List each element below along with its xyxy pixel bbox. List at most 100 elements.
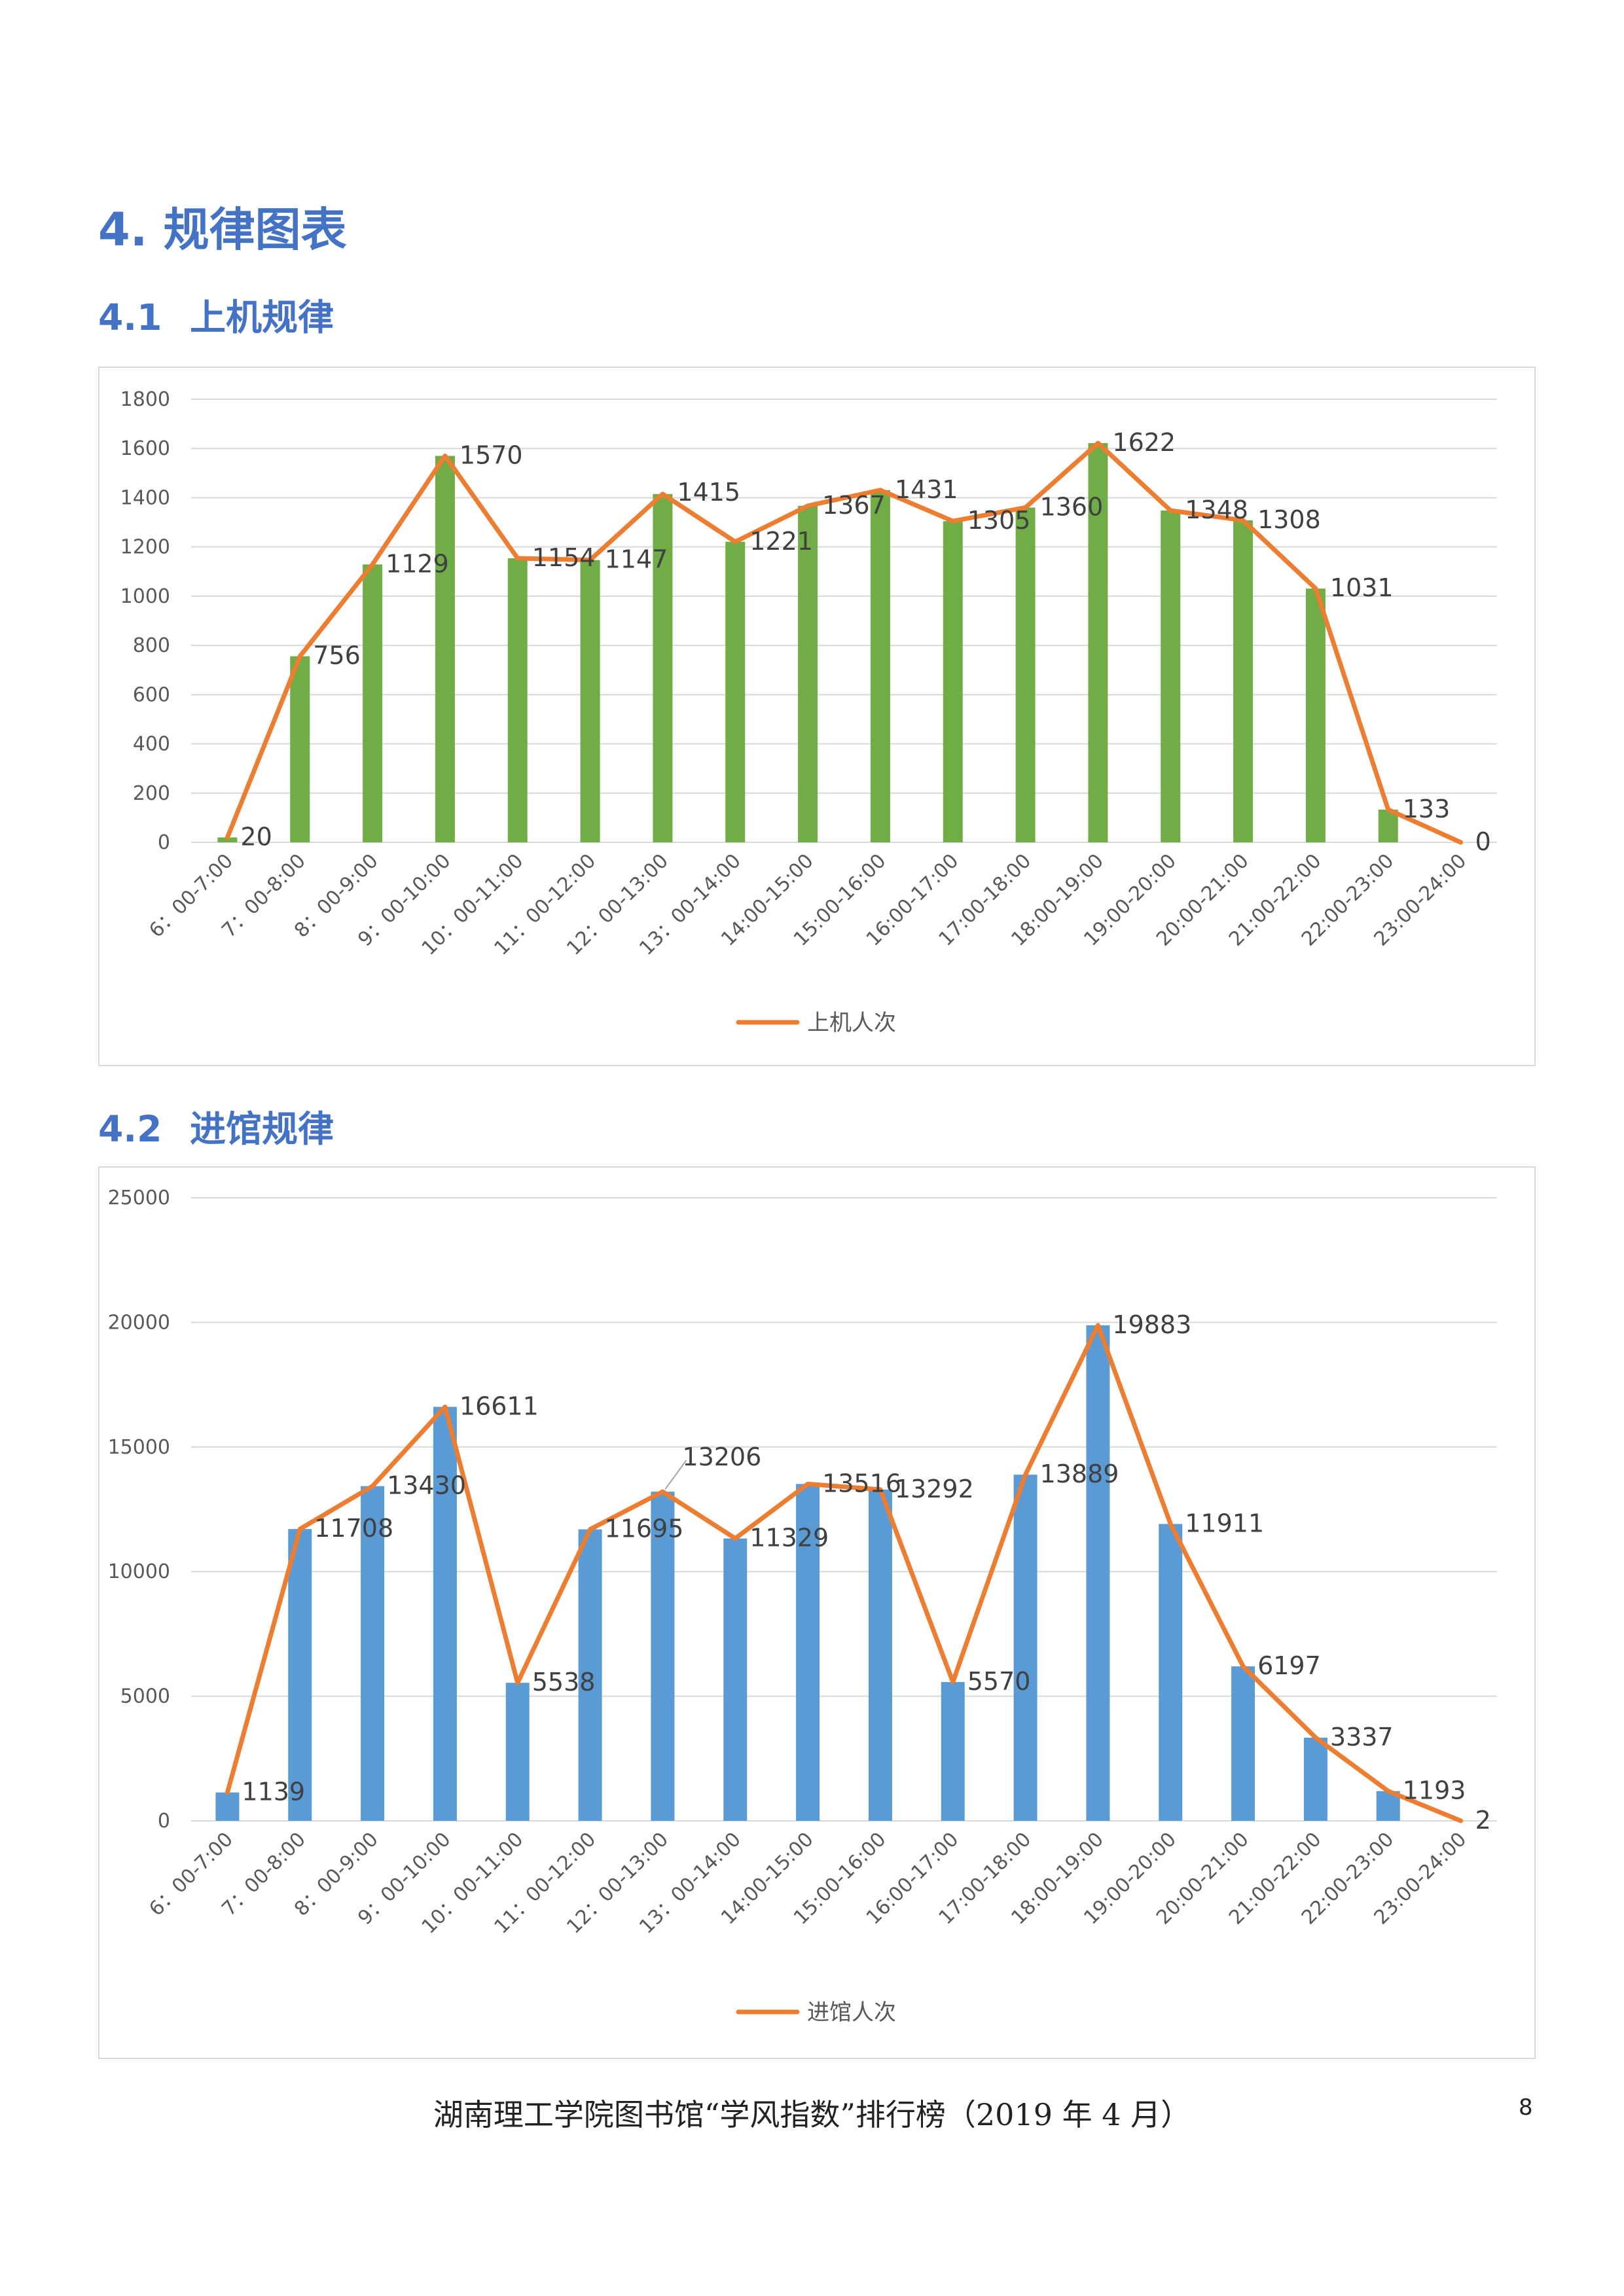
section-title: 4. 规律图表 [98,203,347,257]
data-label: 13430 [387,1471,466,1500]
y-tick-label: 200 [133,782,170,805]
data-label: 1415 [677,478,740,507]
data-label: 1129 [386,549,449,578]
data-label: 3337 [1330,1723,1394,1751]
chart-computer-usage: 0 200 400 600 800 1000 1200 1400 1600 1800 20 756 11… [98,367,1536,1066]
bar [505,1683,530,1821]
data-label: 13889 [1040,1460,1119,1488]
data-label: 20 [240,822,272,851]
data-label: 5538 [532,1668,596,1696]
bar [1161,511,1181,842]
data-label: 0 [1475,827,1491,856]
bar [1303,1737,1327,1821]
bar [217,837,238,842]
bar [798,505,818,842]
data-label: 1139 [242,1778,305,1806]
bar [435,456,455,842]
data-label: 756 [313,641,361,670]
y-tick-label: 0 [158,1810,170,1833]
data-label: 6197 [1257,1651,1321,1680]
bar [651,1492,675,1821]
bar [653,493,673,842]
bar [1305,588,1326,842]
subsection-title: 进馆规律 [190,1108,334,1150]
bar [288,1529,312,1821]
y-tick-label: 15000 [108,1436,170,1459]
bar [870,490,890,842]
y-tick-label: 20000 [108,1311,170,1334]
page-number: 8 [1519,2094,1533,2121]
data-label: 19883 [1112,1310,1191,1339]
data-label: 11695 [605,1515,684,1543]
data-label: 2 [1475,1806,1491,1835]
data-label: 13516 [822,1469,901,1498]
subsection-title: 上机规律 [190,296,334,338]
data-label: 11329 [749,1524,829,1552]
subsection-heading-1: 4.1 上机规律 [98,288,334,340]
data-label: 1367 [822,491,886,520]
bar [215,1792,240,1821]
y-tick-label: 1000 [120,585,170,608]
data-label: 1360 [1040,492,1104,521]
bar [725,541,746,842]
data-label: 1221 [749,527,813,556]
subsection-heading-2: 4.2 进馆规律 [98,1100,334,1152]
data-label: 1308 [1257,505,1321,534]
data-label: 11708 [314,1514,393,1543]
y-tick-label: 0 [158,831,170,854]
bar [507,558,528,842]
y-tick-label: 10000 [108,1560,170,1583]
legend-label: 进馆人次 [807,2000,896,2026]
bar [361,1486,385,1821]
bar [1233,520,1254,842]
chart-library-entry: 0 5000 10000 15000 20000 25000 1139 11708 13430 1… [98,1166,1536,2059]
data-label: 11911 [1185,1509,1264,1537]
bar [943,521,963,842]
bar [1088,442,1108,842]
bar [1015,507,1036,842]
data-label: 133 [1403,795,1451,823]
bar [290,656,310,842]
page-footer: 湖南理工学院图书馆“学风指数”排行榜（2019 年 4 月） [433,2097,1191,2132]
subsection-number: 4.1 [98,296,162,338]
y-tick-label: 1800 [120,388,170,411]
bar [1159,1524,1183,1821]
y-tick-label: 600 [133,683,170,706]
bar [941,1681,965,1821]
data-label-leader [664,1460,687,1490]
bar [1231,1666,1255,1821]
bar [363,564,383,842]
bar [1013,1475,1038,1821]
bar [578,1529,602,1821]
chart-svg: 0 5000 10000 15000 20000 25000 1139 11708 13430 1… [108,1187,1497,2026]
bar [433,1407,457,1821]
data-label: 5570 [967,1667,1031,1696]
subsection-number: 4.2 [98,1108,162,1150]
chart-svg: 0 200 400 600 800 1000 1200 1400 1600 1800 20 756 11… [120,388,1497,1036]
series-line [225,1323,1464,1823]
data-label: 1147 [605,545,668,574]
data-label: 13206 [682,1443,761,1471]
bar [868,1489,892,1821]
data-label: 16611 [460,1391,539,1420]
y-tick-label: 1600 [120,437,170,460]
bar [723,1538,748,1821]
bar [796,1484,820,1821]
data-label: 13292 [895,1475,974,1503]
bar [1086,1325,1110,1821]
data-label: 1305 [967,506,1031,535]
y-tick-label: 25000 [108,1187,170,1210]
data-label: 1193 [1403,1776,1466,1805]
series-line [225,440,1464,845]
data-label: 1154 [532,543,596,572]
bar [580,560,600,842]
y-tick-label: 800 [133,634,170,657]
y-tick-label: 1400 [120,486,170,509]
data-label: 1431 [895,475,958,504]
data-label: 1622 [1112,428,1176,457]
legend-label: 上机人次 [807,1010,896,1036]
data-label: 1348 [1185,495,1248,524]
y-tick-label: 5000 [120,1685,170,1708]
data-label: 1031 [1330,573,1394,602]
y-tick-label: 400 [133,733,170,756]
